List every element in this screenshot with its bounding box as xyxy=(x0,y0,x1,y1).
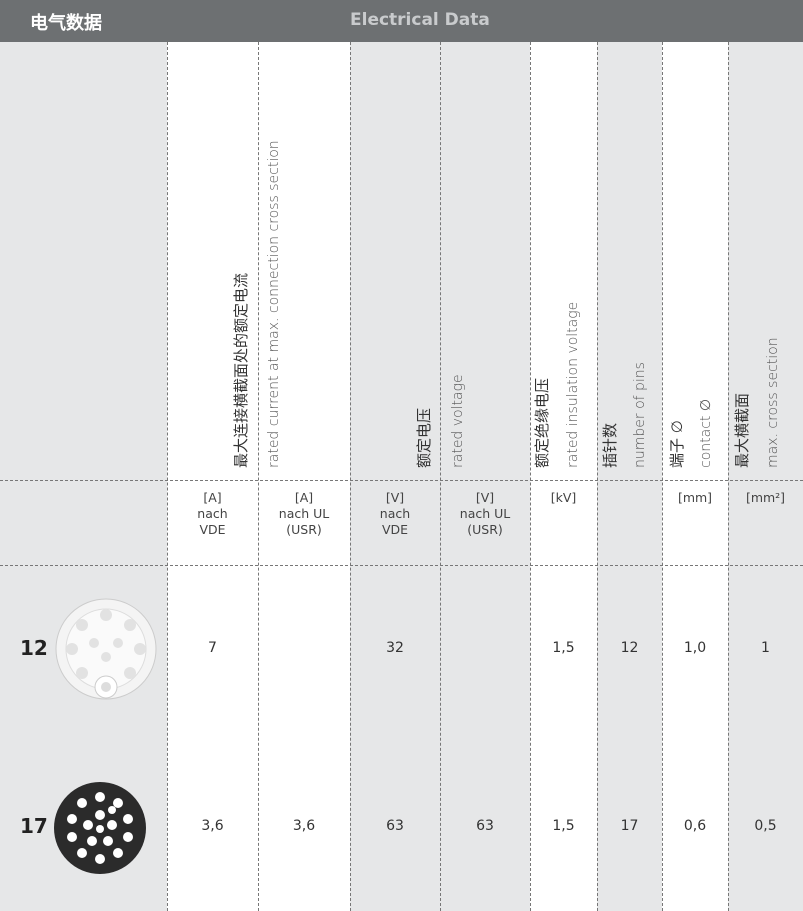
column-title-en: rated insulation voltage xyxy=(565,301,581,468)
column-title-en: number of pins xyxy=(632,362,648,468)
column-divider xyxy=(258,42,259,911)
column-title-cn: 额定电压 xyxy=(415,407,433,468)
column-divider xyxy=(350,42,351,911)
column-shade xyxy=(0,42,167,911)
unit-label: VDE xyxy=(381,522,409,537)
unit-label: [V] xyxy=(475,490,495,505)
column-title-en: rated voltage xyxy=(450,374,466,468)
column-divider xyxy=(597,42,598,911)
cell-value: 17 xyxy=(620,818,639,834)
column-title-en: max. cross section xyxy=(765,337,781,468)
column-divider xyxy=(440,42,441,911)
unit-label: [A] xyxy=(294,490,314,505)
cell-value: 7 xyxy=(208,640,217,656)
unit-label: [kV] xyxy=(550,490,577,505)
connector-images xyxy=(54,598,157,874)
cell-value: 3,6 xyxy=(292,818,316,834)
cell-value: 1,5 xyxy=(552,818,575,834)
unit-label: nach UL xyxy=(459,506,511,521)
cell-value: 12 xyxy=(620,640,639,656)
connector-12 xyxy=(55,598,157,700)
unit-label: [V] xyxy=(385,490,405,505)
cell-value: 0,5 xyxy=(754,818,777,834)
cell-value: 3,6 xyxy=(201,818,224,834)
unit-label: nach UL xyxy=(278,506,330,521)
column-title-cn: 额定绝缘电压 xyxy=(533,377,551,468)
column-title-en: rated current at max. connection cross s… xyxy=(266,140,282,468)
cell-value: 0,6 xyxy=(683,818,707,834)
column-title-cn: 最大横截面 xyxy=(733,392,751,468)
cell-value: 1,0 xyxy=(683,640,707,656)
column-divider xyxy=(662,42,663,911)
column-shade xyxy=(597,42,662,911)
unit-label: VDE xyxy=(199,522,226,537)
column-divider xyxy=(728,42,729,911)
row-divider xyxy=(0,480,803,481)
column-title-cn: 最大连接横截面处的额定电流 xyxy=(232,272,250,468)
connector-17 xyxy=(54,782,146,874)
cell-value: 32 xyxy=(386,640,404,656)
column-title-cn: 端子 ∅ xyxy=(668,420,686,468)
cell-value: 1 xyxy=(761,640,770,656)
column-divider xyxy=(167,42,168,911)
cell-value: 63 xyxy=(476,818,494,834)
column-divider xyxy=(530,42,531,911)
unit-label: (USR) xyxy=(467,522,503,537)
unit-label: nach xyxy=(197,506,228,521)
column-shade xyxy=(728,42,803,911)
header-bar xyxy=(0,0,803,42)
column-title-cn: 插针数 xyxy=(601,422,619,468)
unit-label: [mm²] xyxy=(745,490,786,505)
unit-label: [mm] xyxy=(677,490,713,505)
cell-value: 1,5 xyxy=(552,640,575,656)
title-en: Electrical Data xyxy=(350,10,490,30)
row-divider xyxy=(0,565,803,566)
unit-label: (USR) xyxy=(286,522,322,537)
title-cn: 电气数据 xyxy=(30,13,102,34)
unit-label: [A] xyxy=(203,490,222,505)
row-label: 17 xyxy=(20,814,48,838)
cell-value: 63 xyxy=(386,818,404,834)
unit-label: nach xyxy=(379,506,411,521)
row-label: 12 xyxy=(20,636,48,660)
column-title-en: contact ∅ xyxy=(698,398,714,468)
